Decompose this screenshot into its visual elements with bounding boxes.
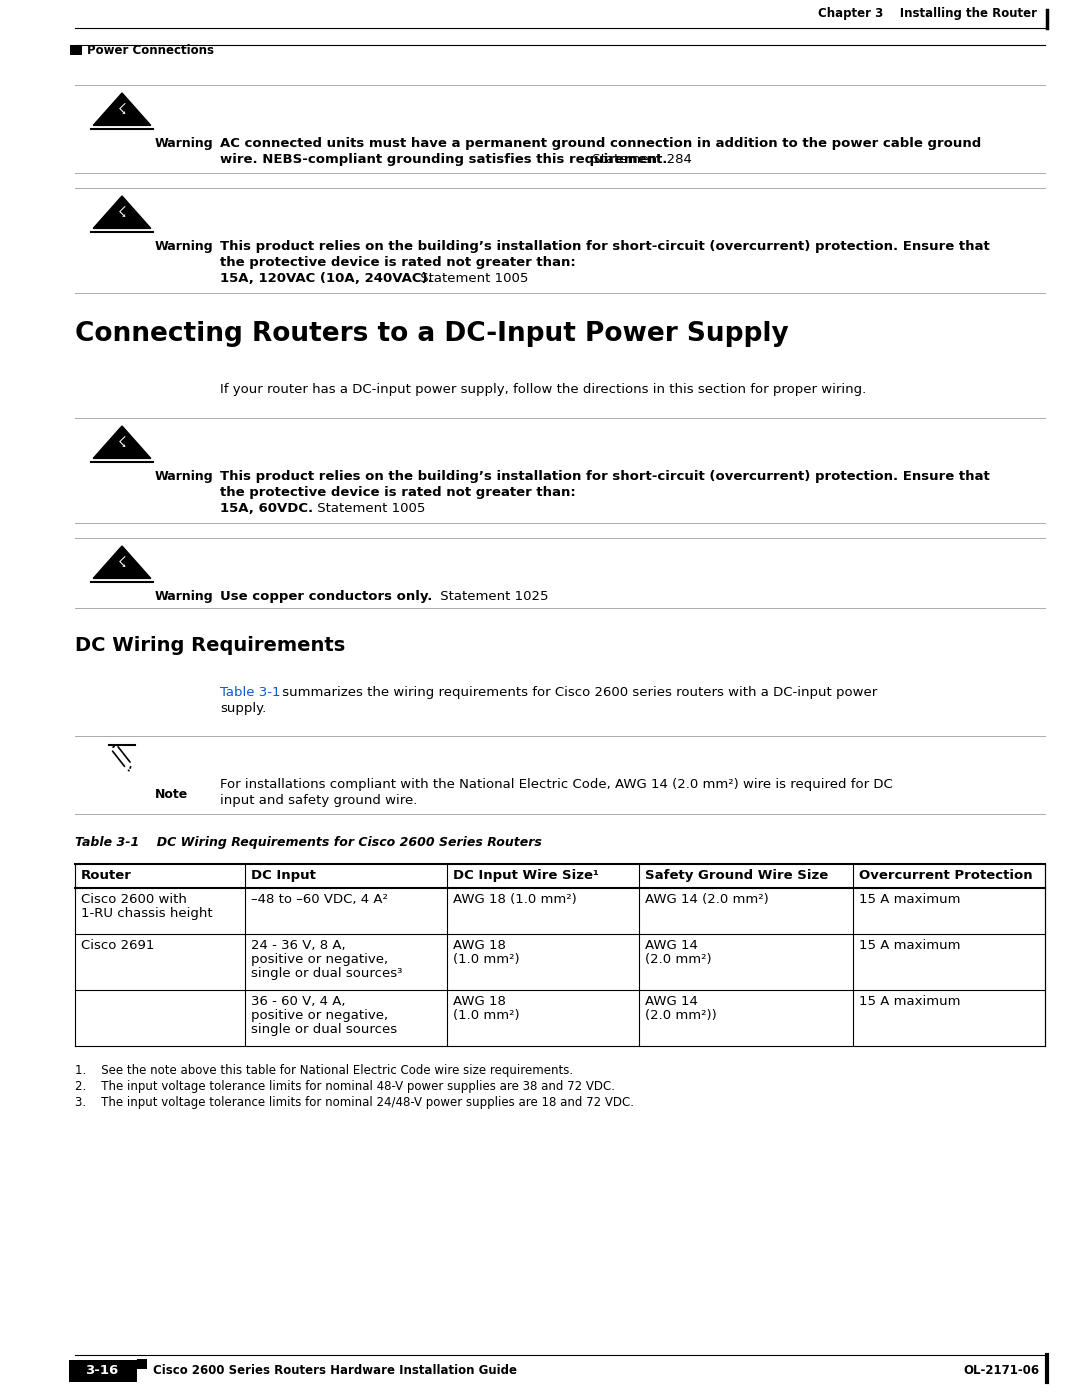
Text: AC connected units must have a permanent ground connection in addition to the po: AC connected units must have a permanent…	[220, 137, 982, 149]
Text: Router: Router	[81, 869, 132, 882]
Text: Connecting Routers to a DC-Input Power Supply: Connecting Routers to a DC-Input Power S…	[75, 321, 788, 346]
Text: AWG 18: AWG 18	[454, 939, 507, 951]
Text: 2.    The input voltage tolerance limits for nominal 48-V power supplies are 38 : 2. The input voltage tolerance limits fo…	[75, 1080, 615, 1092]
Text: Safety Ground Wire Size: Safety Ground Wire Size	[646, 869, 828, 882]
Text: 1.    See the note above this table for National Electric Code wire size require: 1. See the note above this table for Nat…	[75, 1065, 573, 1077]
Text: AWG 18: AWG 18	[454, 995, 507, 1009]
Text: Warning: Warning	[156, 137, 214, 149]
Polygon shape	[93, 94, 151, 126]
Text: OL-2171-06: OL-2171-06	[963, 1365, 1039, 1377]
Text: 3-16: 3-16	[85, 1365, 119, 1377]
Text: Power Connections: Power Connections	[87, 43, 214, 56]
Bar	[70, 45, 82, 54]
Bar	[137, 1359, 147, 1369]
Text: summarizes the wiring requirements for Cisco 2600 series routers with a DC-input: summarizes the wiring requirements for C…	[278, 686, 877, 698]
Text: Warning: Warning	[156, 469, 214, 483]
Text: Statement 284: Statement 284	[588, 154, 692, 166]
Text: AWG 18 (1.0 mm²): AWG 18 (1.0 mm²)	[454, 893, 577, 907]
Text: DC Input Wire Size¹: DC Input Wire Size¹	[454, 869, 599, 882]
Text: Warning: Warning	[156, 240, 214, 253]
Text: Note: Note	[156, 788, 188, 800]
Text: For installations compliant with the National Electric Code, AWG 14 (2.0 mm²) wi: For installations compliant with the Nat…	[220, 778, 893, 791]
Text: 15 A maximum: 15 A maximum	[859, 995, 960, 1009]
Polygon shape	[93, 196, 151, 228]
Text: ☇: ☇	[118, 556, 126, 570]
Text: Cisco 2691: Cisco 2691	[81, 939, 154, 951]
Text: If your router has a DC-input power supply, follow the directions in this sectio: If your router has a DC-input power supp…	[220, 383, 866, 395]
Text: (2.0 mm²)): (2.0 mm²))	[646, 1009, 717, 1023]
Text: Overcurrent Protection: Overcurrent Protection	[859, 869, 1032, 882]
Text: positive or negative,: positive or negative,	[251, 953, 388, 965]
Text: Table 3-1: Table 3-1	[220, 686, 281, 698]
Bar	[69, 1361, 137, 1382]
Text: AWG 14: AWG 14	[646, 939, 699, 951]
Text: 15A, 120VAC (10A, 240VAC).: 15A, 120VAC (10A, 240VAC).	[220, 272, 433, 285]
Text: 1-RU chassis height: 1-RU chassis height	[81, 907, 213, 921]
Text: 15 A maximum: 15 A maximum	[859, 939, 960, 951]
Text: Statement 1025: Statement 1025	[436, 590, 549, 604]
Text: DC Wiring Requirements: DC Wiring Requirements	[75, 636, 346, 655]
Text: 24 - 36 V, 8 A,: 24 - 36 V, 8 A,	[251, 939, 346, 951]
Text: (1.0 mm²): (1.0 mm²)	[454, 953, 519, 965]
Text: DC Input: DC Input	[251, 869, 315, 882]
Text: single or dual sources: single or dual sources	[251, 1023, 397, 1037]
Text: Cisco 2600 with: Cisco 2600 with	[81, 893, 187, 907]
Text: Table 3-1    DC Wiring Requirements for Cisco 2600 Series Routers: Table 3-1 DC Wiring Requirements for Cis…	[75, 835, 542, 849]
Text: positive or negative,: positive or negative,	[251, 1009, 388, 1023]
Text: ☇: ☇	[118, 205, 126, 221]
Text: This product relies on the building’s installation for short-circuit (overcurren: This product relies on the building’s in…	[220, 240, 989, 253]
Text: ☇: ☇	[118, 436, 126, 450]
Text: 36 - 60 V, 4 A,: 36 - 60 V, 4 A,	[251, 995, 346, 1009]
Text: (1.0 mm²): (1.0 mm²)	[454, 1009, 519, 1023]
Text: –48 to –60 VDC, 4 A²: –48 to –60 VDC, 4 A²	[251, 893, 388, 907]
Text: Statement 1005: Statement 1005	[416, 272, 528, 285]
Text: input and safety ground wire.: input and safety ground wire.	[220, 793, 417, 807]
Text: Use copper conductors only.: Use copper conductors only.	[220, 590, 432, 604]
Text: single or dual sources³: single or dual sources³	[251, 967, 403, 981]
Text: Warning: Warning	[156, 590, 214, 604]
Text: Chapter 3    Installing the Router: Chapter 3 Installing the Router	[818, 7, 1037, 20]
Text: the protective device is rated not greater than:: the protective device is rated not great…	[220, 486, 576, 499]
Polygon shape	[93, 426, 151, 458]
Text: (2.0 mm²): (2.0 mm²)	[646, 953, 712, 965]
Text: AWG 14 (2.0 mm²): AWG 14 (2.0 mm²)	[646, 893, 769, 907]
Text: supply.: supply.	[220, 703, 267, 715]
Text: 3.    The input voltage tolerance limits for nominal 24/48-V power supplies are : 3. The input voltage tolerance limits fo…	[75, 1097, 634, 1109]
Text: 15A, 60VDC.: 15A, 60VDC.	[220, 502, 313, 515]
Text: wire. NEBS-compliant grounding satisfies this requirement.: wire. NEBS-compliant grounding satisfies…	[220, 154, 667, 166]
Polygon shape	[93, 546, 151, 578]
Text: Statement 1005: Statement 1005	[313, 502, 426, 515]
Text: 15 A maximum: 15 A maximum	[859, 893, 960, 907]
Text: Cisco 2600 Series Routers Hardware Installation Guide: Cisco 2600 Series Routers Hardware Insta…	[153, 1363, 517, 1377]
Text: the protective device is rated not greater than:: the protective device is rated not great…	[220, 256, 576, 270]
Text: ☇: ☇	[118, 102, 126, 117]
Text: AWG 14: AWG 14	[646, 995, 699, 1009]
Text: This product relies on the building’s installation for short-circuit (overcurren: This product relies on the building’s in…	[220, 469, 989, 483]
